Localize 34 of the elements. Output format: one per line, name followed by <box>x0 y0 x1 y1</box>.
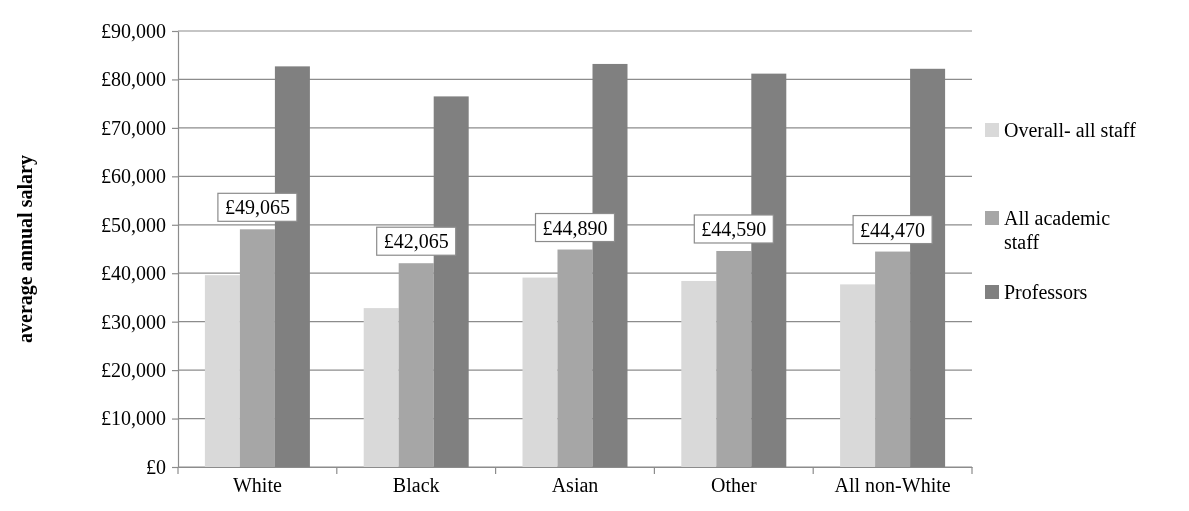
data-label: £44,890 <box>542 216 608 239</box>
legend-label: All academic staff <box>1004 207 1111 253</box>
x-tick-label: Other <box>711 474 757 496</box>
y-tick-label: £60,000 <box>101 165 166 188</box>
data-label: £44,590 <box>701 217 767 240</box>
y-tick-label: £50,000 <box>101 213 166 236</box>
bar <box>204 275 240 467</box>
bar <box>363 308 399 467</box>
bar <box>522 277 558 467</box>
y-tick-label: £40,000 <box>101 262 166 285</box>
x-tick-label: All non-White <box>834 474 951 496</box>
y-tick-label: £70,000 <box>101 116 166 139</box>
bar <box>716 250 752 467</box>
bar <box>557 249 593 467</box>
bar <box>398 263 434 467</box>
bar <box>239 229 275 467</box>
legend-label: Professors <box>1004 281 1088 303</box>
y-tick-label: £20,000 <box>101 359 166 382</box>
data-label: £44,470 <box>860 218 926 241</box>
y-tick-label: £80,000 <box>101 68 166 91</box>
y-axis-title: average annual salary <box>14 155 37 343</box>
bar <box>840 284 876 467</box>
bar <box>875 251 911 467</box>
data-label: £49,065 <box>224 196 290 219</box>
y-tick-label: £0 <box>146 455 166 478</box>
bar <box>681 280 717 467</box>
x-tick-label: Black <box>392 474 440 496</box>
x-tick-label: Asian <box>551 474 599 496</box>
y-tick-label: £10,000 <box>101 407 166 430</box>
y-tick-label: £90,000 <box>101 19 166 42</box>
legend-label: Overall- all staff <box>1004 119 1137 141</box>
y-tick-label: £30,000 <box>101 310 166 333</box>
data-label: £42,065 <box>383 230 449 253</box>
x-tick-label: White <box>232 474 282 496</box>
